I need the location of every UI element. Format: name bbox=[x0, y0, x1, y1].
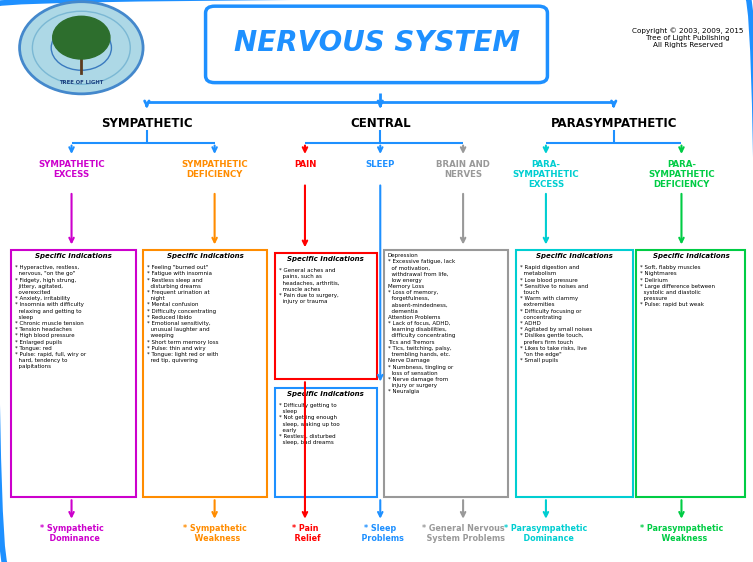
Text: * Parasympathetic
  Dominance: * Parasympathetic Dominance bbox=[505, 524, 587, 543]
FancyBboxPatch shape bbox=[11, 250, 136, 497]
Text: * General aches and
  pains, such as
  headaches, arthritis,
  muscle aches
* Pa: * General aches and pains, such as heada… bbox=[279, 268, 339, 304]
Text: SYMPATHETIC
DEFICIENCY: SYMPATHETIC DEFICIENCY bbox=[181, 160, 248, 179]
Text: PARASYMPATHETIC: PARASYMPATHETIC bbox=[550, 117, 677, 130]
Text: PARA-
SYMPATHETIC
EXCESS: PARA- SYMPATHETIC EXCESS bbox=[513, 160, 579, 189]
Text: BRAIN AND
NERVES: BRAIN AND NERVES bbox=[436, 160, 490, 179]
Text: Specific Indications: Specific Indications bbox=[288, 256, 364, 262]
Text: TREE OF LIGHT: TREE OF LIGHT bbox=[59, 80, 103, 85]
Text: Depression
* Excessive fatigue, lack
  of motivation,
  withdrawal from life,
  : Depression * Excessive fatigue, lack of … bbox=[388, 253, 455, 395]
Text: * General Nervous
  System Problems: * General Nervous System Problems bbox=[421, 524, 505, 543]
Text: Specific Indications: Specific Indications bbox=[167, 253, 243, 259]
Circle shape bbox=[20, 2, 143, 94]
Text: Specific Indications: Specific Indications bbox=[536, 253, 612, 259]
Text: * Difficulty getting to
  sleep
* Not getting enough
  sleep, waking up too
  ea: * Difficulty getting to sleep * Not gett… bbox=[279, 403, 340, 445]
Text: * Sleep
  Problems: * Sleep Problems bbox=[356, 524, 404, 543]
Text: Specific Indications: Specific Indications bbox=[653, 253, 729, 259]
FancyBboxPatch shape bbox=[206, 6, 547, 83]
Text: * Pain
  Relief: * Pain Relief bbox=[289, 524, 321, 543]
Text: * Hyperactive, restless,
  nervous, "on the go"
* Fidgety, high strung,
  jitter: * Hyperactive, restless, nervous, "on th… bbox=[15, 265, 86, 369]
Text: SYMPATHETIC
EXCESS: SYMPATHETIC EXCESS bbox=[38, 160, 105, 179]
Text: Specific Indications: Specific Indications bbox=[288, 391, 364, 397]
Text: * Feeling "burned out"
* Fatigue with insomnia
* Restless sleep and
  disturbing: * Feeling "burned out" * Fatigue with in… bbox=[147, 265, 218, 363]
Text: NERVOUS SYSTEM: NERVOUS SYSTEM bbox=[233, 29, 520, 57]
Text: * Sympathetic
  Weakness: * Sympathetic Weakness bbox=[183, 524, 246, 543]
Text: Specific Indications: Specific Indications bbox=[35, 253, 111, 259]
Text: PARA-
SYMPATHETIC
DEFICIENCY: PARA- SYMPATHETIC DEFICIENCY bbox=[648, 160, 715, 189]
Text: SLEEP: SLEEP bbox=[365, 160, 395, 169]
FancyBboxPatch shape bbox=[275, 253, 376, 379]
Text: * Parasympathetic
  Weakness: * Parasympathetic Weakness bbox=[640, 524, 723, 543]
FancyBboxPatch shape bbox=[516, 250, 633, 497]
Text: Copyright © 2003, 2009, 2015
Tree of Light Publishing
All Rights Reserved: Copyright © 2003, 2009, 2015 Tree of Lig… bbox=[633, 27, 744, 48]
FancyBboxPatch shape bbox=[384, 250, 508, 497]
FancyBboxPatch shape bbox=[636, 250, 745, 497]
Text: CENTRAL: CENTRAL bbox=[350, 117, 410, 130]
Circle shape bbox=[53, 16, 110, 59]
FancyBboxPatch shape bbox=[143, 250, 267, 497]
FancyBboxPatch shape bbox=[275, 388, 376, 497]
Text: SYMPATHETIC: SYMPATHETIC bbox=[101, 117, 193, 130]
Text: * Soft, flabby muscles
* Nightmares
* Delirium
* Large difference between
  syst: * Soft, flabby muscles * Nightmares * De… bbox=[640, 265, 715, 307]
Text: PAIN: PAIN bbox=[294, 160, 316, 169]
Text: * Sympathetic
  Dominance: * Sympathetic Dominance bbox=[40, 524, 103, 543]
Text: * Rapid digestion and
  metabolism
* Low blood pressure
* Sensitive to noises an: * Rapid digestion and metabolism * Low b… bbox=[520, 265, 592, 363]
